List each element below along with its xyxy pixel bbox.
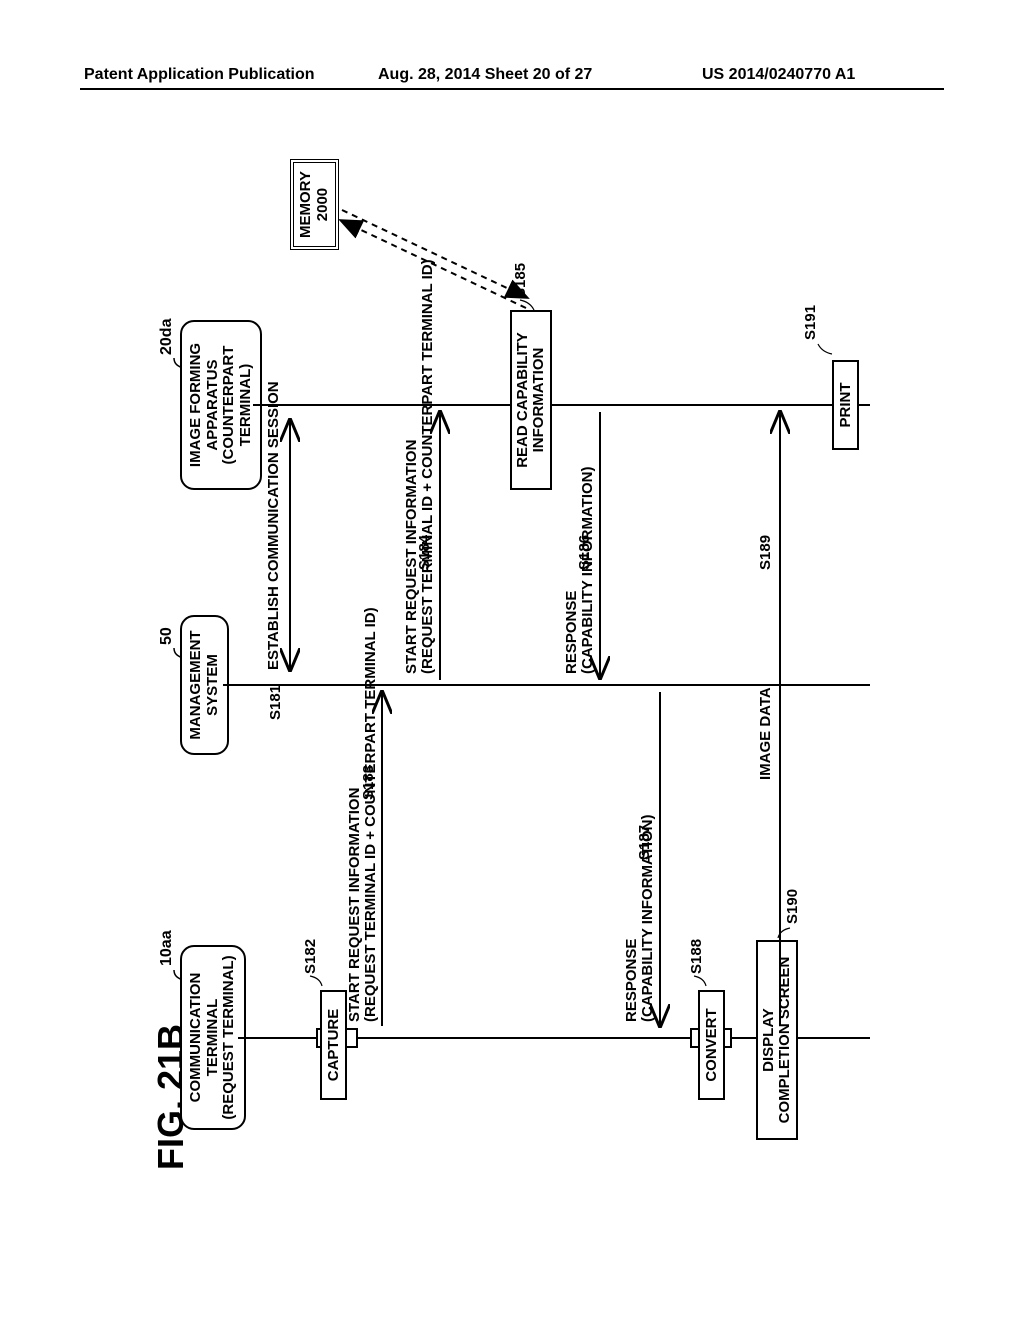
s191-curve xyxy=(120,130,900,1210)
header-date: Aug. 28, 2014 Sheet 20 of 27 xyxy=(378,66,592,84)
header-rule xyxy=(80,88,944,90)
header-left: Patent Application Publication xyxy=(84,66,315,84)
header-right: US 2014/0240770 A1 xyxy=(702,66,855,84)
diagram: FIG. 21B 10aa 50 20da COMMUNICATIONTERMI… xyxy=(0,280,1024,1060)
